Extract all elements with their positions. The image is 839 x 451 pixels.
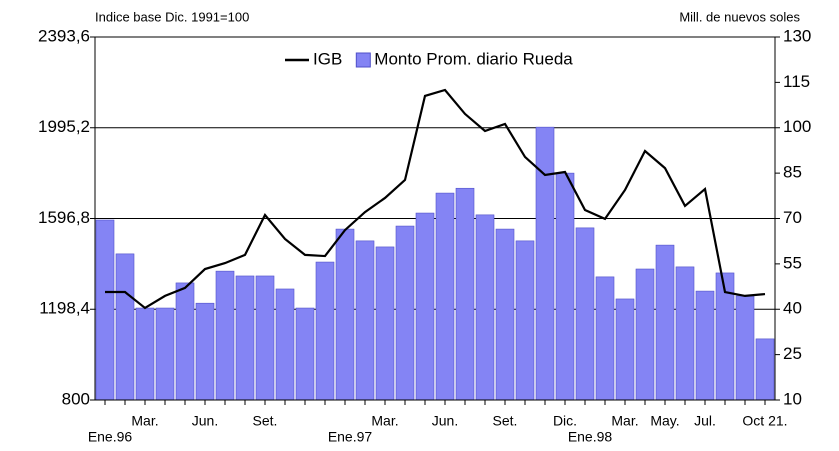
x-tick-label: Mar. [131, 413, 158, 429]
bar [735, 295, 755, 401]
bar [355, 240, 375, 401]
bar [175, 282, 195, 401]
y2-tick-label: 100 [783, 117, 811, 136]
y2-tick-label: 10 [783, 389, 802, 408]
bar [515, 240, 535, 401]
x-tick-label: Oct 21. [742, 413, 787, 429]
bar [315, 261, 335, 401]
bar [435, 192, 455, 401]
y-tick-label: 800 [62, 389, 90, 408]
x-tick-label: Jun. [432, 413, 458, 429]
bar [235, 275, 255, 401]
x-tick-label: Set. [493, 413, 518, 429]
bar [255, 275, 275, 401]
bar [195, 302, 215, 401]
right-axis-label: Mill. de nuevos soles [679, 9, 800, 24]
x-tick-label: Ene.96 [88, 429, 133, 445]
bar [95, 219, 115, 401]
bar [495, 228, 515, 401]
y2-tick-label: 25 [783, 344, 802, 363]
bar [215, 270, 235, 401]
bar [655, 244, 675, 401]
x-tick-label: Jun. [192, 413, 218, 429]
bar [675, 266, 695, 401]
x-tick-label: Set. [253, 413, 278, 429]
y-tick-label: 1995,2 [38, 117, 90, 136]
bar [115, 253, 135, 401]
y-tick-label: 2393,6 [38, 26, 90, 45]
bar [455, 187, 475, 401]
bar [415, 212, 435, 401]
y2-tick-label: 130 [783, 26, 811, 45]
bar [335, 228, 355, 401]
x-tick-label: May. [650, 413, 679, 429]
x-tick-label: Ene.98 [568, 429, 613, 445]
y2-tick-label: 70 [783, 208, 802, 227]
legend-label: Monto Prom. diario Rueda [374, 49, 573, 68]
bar [395, 225, 415, 401]
bar [375, 246, 395, 401]
bar [275, 288, 295, 401]
bar [135, 307, 155, 401]
line [105, 88, 766, 310]
x-tick-label: Ene.97 [328, 429, 373, 445]
bar [575, 227, 595, 401]
legend-swatch [355, 52, 371, 68]
bar [615, 298, 635, 401]
y-tick-label: 1198,4 [39, 299, 90, 318]
bar [695, 290, 715, 401]
bar [755, 338, 775, 401]
bar [635, 268, 655, 401]
x-tick-label: Dic. [553, 413, 577, 429]
left-axis-label: Indice base Dic. 1991=100 [95, 9, 249, 24]
bar [155, 307, 175, 401]
x-tick-label: Mar. [371, 413, 398, 429]
bar [295, 307, 315, 401]
y-tick-label: 1596,8 [38, 208, 90, 227]
y2-tick-label: 115 [783, 72, 810, 91]
y2-tick-label: 85 [783, 163, 802, 182]
bar [475, 214, 495, 401]
legend-label: IGB [313, 49, 342, 68]
y2-tick-label: 55 [783, 253, 802, 272]
y2-tick-label: 40 [783, 299, 802, 318]
x-tick-label: Mar. [611, 413, 638, 429]
bar [555, 172, 575, 401]
x-tick-label: Jul. [694, 413, 716, 429]
bar [595, 276, 615, 401]
